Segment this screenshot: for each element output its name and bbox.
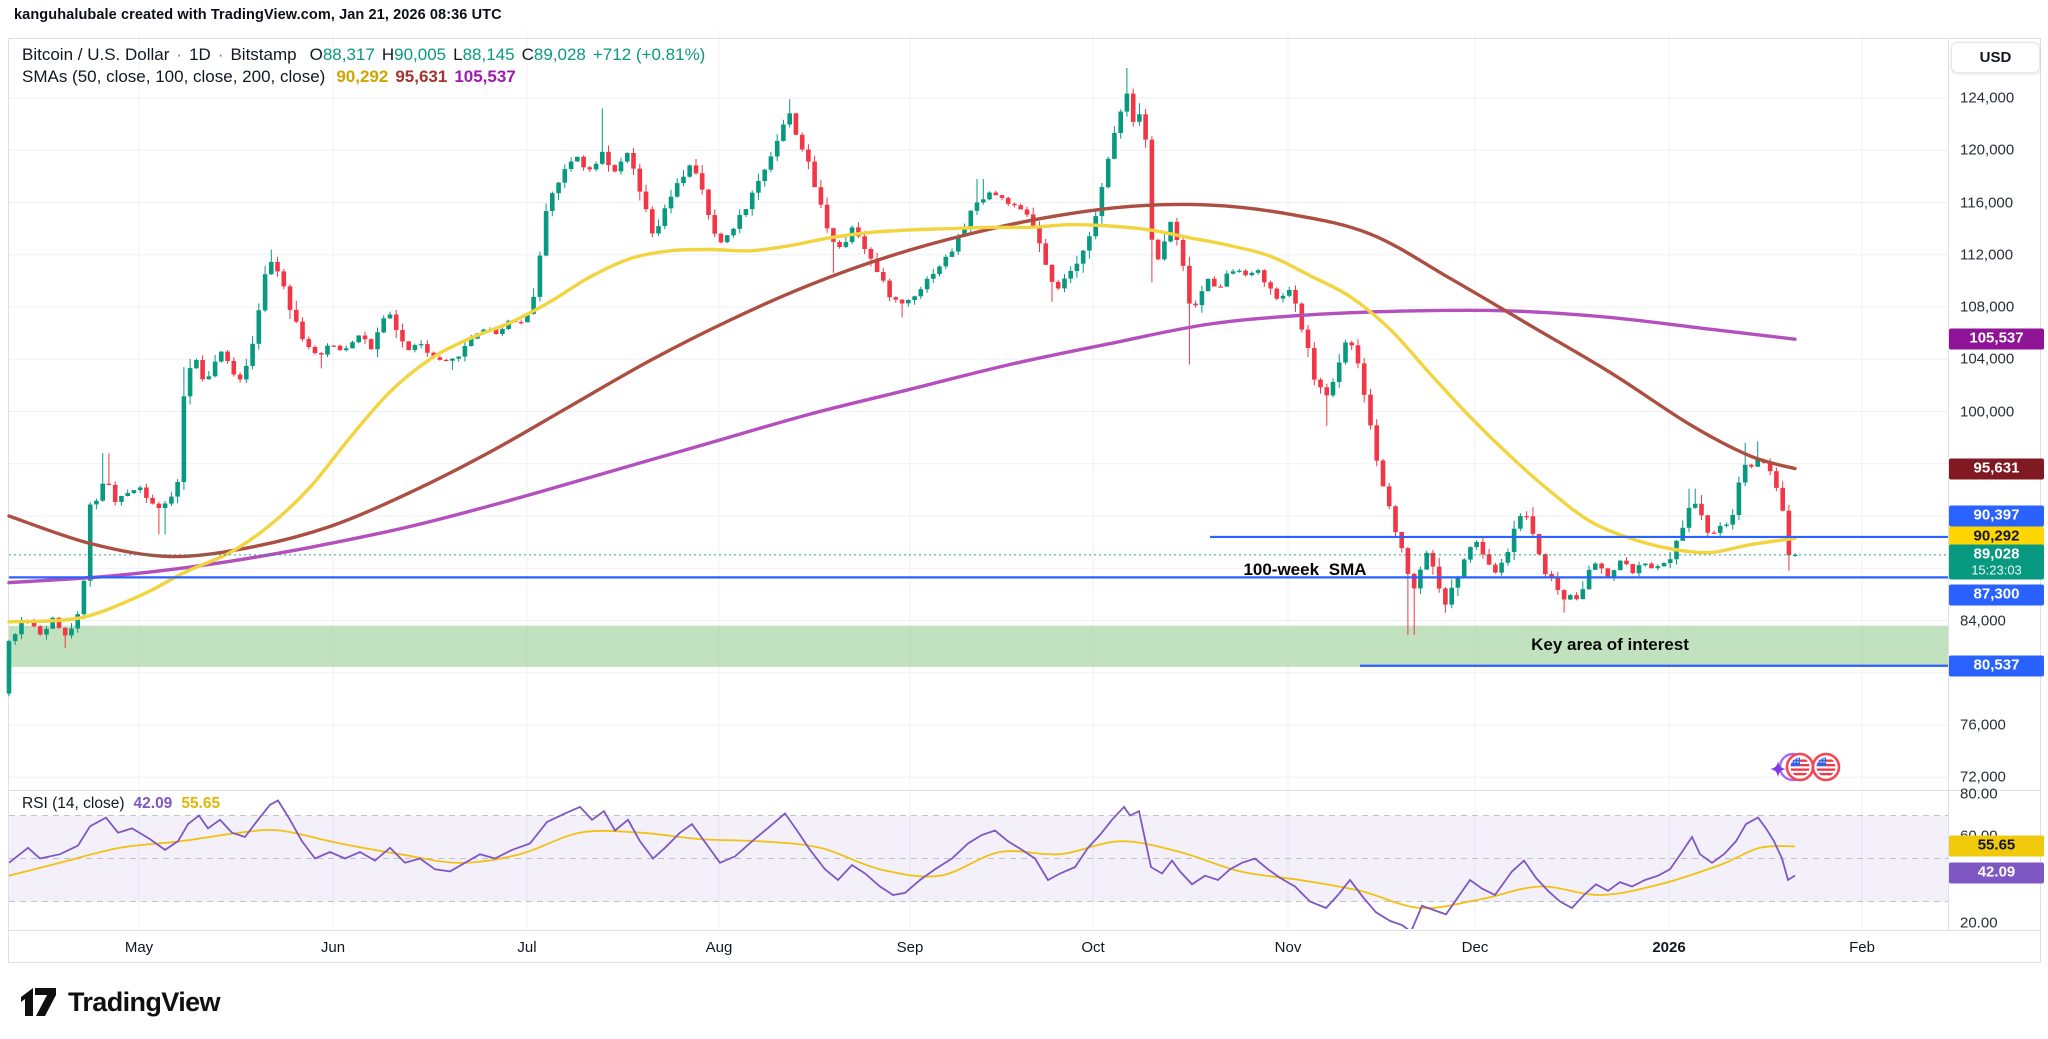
symbol-name: Bitcoin / U.S. Dollar xyxy=(22,45,170,64)
rsi-ma-value: 55.65 xyxy=(181,795,221,812)
pane-divider xyxy=(8,790,2040,791)
legend-separator: · xyxy=(176,45,183,64)
tradingview-logo[interactable]: TradingView xyxy=(20,985,221,1019)
currency-usd-button[interactable]: USD xyxy=(1951,42,2040,73)
price-tick-label: 104,000 xyxy=(1960,350,2015,368)
time-axis-divider xyxy=(8,930,2040,931)
ohlc-open: O88,317 xyxy=(309,45,375,64)
flag-us-icon xyxy=(1785,752,1815,782)
frame-top xyxy=(8,38,2040,39)
sma-100-label: 95,631 xyxy=(1949,458,2044,480)
time-axis-label-jul: Jul xyxy=(517,939,537,956)
sma-50-line[interactable] xyxy=(7,222,1797,624)
rsi-ma-line xyxy=(9,828,1796,910)
rsi-line xyxy=(9,799,1796,929)
time-axis-label-nov: Nov xyxy=(1274,939,1302,956)
rsi-legend[interactable]: RSI (14, close) 42.09 55.65 xyxy=(22,795,220,813)
annotation-100-week-sma[interactable]: 100-week SMA xyxy=(1243,560,1367,579)
rsi-pane xyxy=(9,799,1948,929)
line-80537-label: 80,537 xyxy=(1949,655,2044,677)
price-tick-label: 120,000 xyxy=(1960,141,2015,159)
line-90397-label: 90,397 xyxy=(1949,505,2044,526)
price-tick-label: 108,000 xyxy=(1960,298,2015,316)
sma-100-line[interactable] xyxy=(7,202,1797,559)
price-tick-label: 100,000 xyxy=(1960,403,2015,420)
annotation-key-area[interactable]: Key area of interest xyxy=(1531,635,1689,654)
price-tick-label: 116,000 xyxy=(1960,194,2014,211)
rsi-settings: RSI (14, close) xyxy=(22,795,125,812)
time-axis-label-sep: Sep xyxy=(896,939,924,956)
time-axis-label-oct: Oct xyxy=(1081,939,1105,956)
rsi-ma-label: 55.65 xyxy=(1949,835,2044,857)
price-tick-label: 84,000 xyxy=(1960,612,2006,629)
sma200-value: 105,537 xyxy=(454,67,516,86)
ohlc-low: L88,145 xyxy=(453,45,515,64)
sma-200-line[interactable] xyxy=(7,308,1797,585)
time-axis-label-aug: Aug xyxy=(705,939,733,956)
sma-50-label: 90,292 xyxy=(1949,526,2044,548)
rsi-value: 42.09 xyxy=(133,795,173,812)
sparkle-icon xyxy=(1770,761,1786,777)
time-axis-label-dec: Dec xyxy=(1461,939,1489,956)
legend-separator: · xyxy=(217,45,224,64)
interval: 1D xyxy=(189,45,211,64)
gridlines xyxy=(9,31,1948,929)
sma-settings: SMAs (50, close, 100, close, 200, close) xyxy=(22,67,326,86)
price-tick-label: 76,000 xyxy=(1960,716,2006,734)
time-axis-label-jun: Jun xyxy=(320,939,346,956)
tradingview-logo-icon xyxy=(21,988,56,1016)
time-axis-label-2026: 2026 xyxy=(1652,939,1686,956)
frame-right xyxy=(2040,38,2041,963)
rsi-label: 42.09 xyxy=(1949,862,2044,884)
flag-us-icon xyxy=(1811,752,1841,782)
frame-left xyxy=(8,38,9,963)
line-87300-label: 87,300 xyxy=(1949,584,2044,606)
key-area-band xyxy=(9,625,1948,667)
attribution-text: kanguhalubale created with TradingView.c… xyxy=(14,7,502,23)
price-tick-label: 72,000 xyxy=(1960,768,2006,786)
symbol-legend[interactable]: Bitcoin / U.S. Dollar · 1D · Bitstamp O8… xyxy=(22,45,705,65)
rsi-tick-label: 20.00 xyxy=(1960,914,1998,932)
sma50-value: 90,292 xyxy=(336,67,389,86)
economic-events-marker[interactable] xyxy=(1770,752,1841,782)
ohlc-high: H90,005 xyxy=(381,45,447,64)
time-axis-label-may: May xyxy=(124,939,154,956)
last-price-label: 89,028 15:23:03 xyxy=(1949,544,2044,580)
ohlc-close: C89,028 xyxy=(521,45,586,64)
price-axis-divider xyxy=(1948,38,1949,930)
change-value: +712 (+0.81%) xyxy=(592,45,706,64)
price-tick-label: 124,000 xyxy=(1960,89,2015,107)
rsi-tick-label: 80.00 xyxy=(1960,785,1998,803)
sma-legend[interactable]: SMAs (50, close, 100, close, 200, close)… xyxy=(22,67,516,87)
sma100-value: 95,631 xyxy=(395,67,448,86)
time-axis-label-feb: Feb xyxy=(1849,939,1875,956)
frame-bottom xyxy=(8,962,2040,963)
tradingview-logo-text: TradingView xyxy=(68,986,221,1017)
sma-200-label: 105,537 xyxy=(1949,328,2044,350)
exchange: Bitstamp xyxy=(230,45,297,64)
price-tick-label: 112,000 xyxy=(1960,246,2014,264)
candlestick-series xyxy=(6,68,1798,697)
